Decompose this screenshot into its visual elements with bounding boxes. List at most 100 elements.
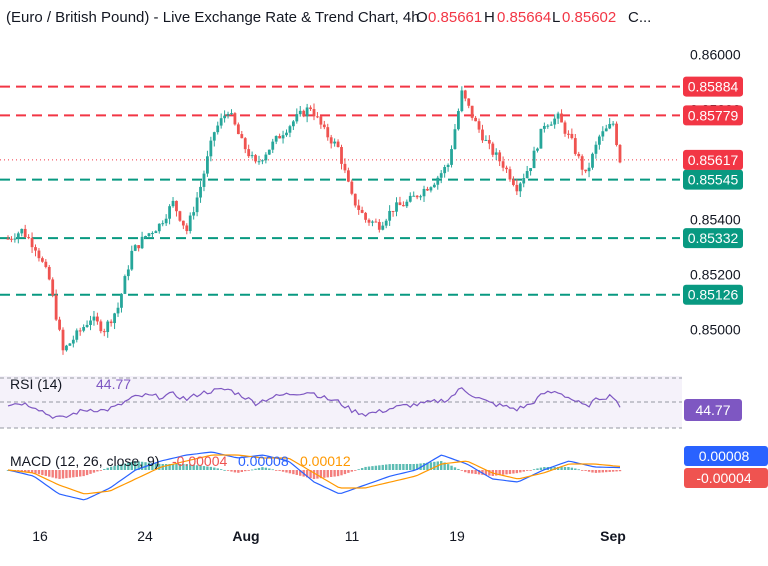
candle-body [161, 223, 165, 225]
macd-histogram-bar [570, 467, 574, 470]
rsi-inline-value: 44.77 [96, 376, 131, 392]
candle-body [30, 238, 34, 248]
candle-body [532, 150, 536, 169]
price-tick-label: 0.86000 [690, 47, 741, 63]
macd-histogram-bar [618, 470, 622, 472]
candle-body [27, 237, 31, 239]
candle-body [216, 125, 220, 133]
support-tag-text: 0.85545 [688, 172, 739, 188]
candle-body [474, 117, 477, 122]
candle-body [353, 193, 357, 206]
macd-histogram-bar [522, 470, 525, 472]
macd-histogram-bar [233, 470, 237, 473]
open-label: O [416, 9, 428, 26]
candle-body [78, 330, 82, 332]
candle-body [563, 122, 567, 134]
candle-body [560, 113, 563, 123]
candle-body [522, 178, 526, 184]
last-price-tag-text: 0.85617 [688, 152, 739, 168]
candle-body [271, 141, 275, 150]
macd-histogram-bar [591, 470, 594, 473]
candle-body [267, 149, 271, 155]
candle-body [233, 113, 237, 125]
support-tag [683, 169, 743, 190]
candle-body [377, 222, 381, 230]
macd-histogram-bar [309, 470, 312, 479]
macd-histogram-bar [405, 464, 409, 470]
macd-histogram-bar [89, 470, 92, 474]
macd-title: MACD [10, 453, 51, 469]
candle-body [346, 170, 350, 182]
support-tag [683, 284, 743, 305]
candle-body [508, 169, 512, 180]
macd-histogram-bar [99, 470, 103, 471]
macd-histogram-bar [367, 466, 371, 470]
macd-histogram-bar [72, 470, 75, 478]
candle-body [388, 210, 392, 221]
hist-value-tag-text: -0.00004 [696, 470, 751, 486]
candle-body [371, 221, 374, 223]
candle-body [381, 225, 385, 230]
candle-body [446, 164, 450, 168]
candle-body [398, 202, 402, 206]
candle-body [573, 138, 577, 154]
candle-body [518, 183, 522, 192]
macd-value-tag [684, 446, 768, 466]
candle-body [329, 137, 333, 144]
macd-histogram-bar [209, 466, 213, 470]
candle-body [494, 152, 498, 155]
price-tick-label: 0.85400 [690, 211, 741, 227]
candle-body [340, 147, 343, 164]
macd-histogram-bar [154, 463, 158, 470]
candle-body [13, 238, 17, 240]
macd-histogram-bar [340, 470, 343, 476]
macd-histogram-bar [48, 470, 51, 477]
macd-histogram-bar [168, 464, 171, 470]
candle-body [546, 125, 550, 127]
macd-histogram-bar [584, 470, 587, 471]
candle-body [343, 163, 347, 171]
macd-histogram-bar [385, 464, 388, 470]
candle-body [457, 111, 460, 130]
macd-histogram-bar [178, 464, 182, 470]
macd-histogram-bar [450, 465, 453, 470]
candle-body [333, 141, 337, 144]
candle-body [243, 138, 247, 150]
candle-body [401, 205, 405, 207]
macd-histogram-bar [206, 466, 209, 470]
candle-body [491, 143, 495, 155]
candle-body [144, 236, 147, 238]
candle-body [137, 245, 141, 249]
macd-histogram-bar [213, 467, 216, 470]
macd-histogram-bar [189, 464, 192, 470]
candle-body [71, 339, 75, 344]
candle-body [92, 316, 96, 321]
macd-histogram-bar [226, 470, 230, 471]
candle-body [285, 132, 288, 136]
candle-body [498, 152, 502, 162]
candle-body [470, 105, 474, 118]
candle-body [126, 269, 130, 277]
candle-body [254, 155, 257, 162]
macd-histogram-bar [140, 461, 144, 470]
macd-histogram-bar [20, 470, 23, 472]
macd-label: MACD (12, 26, close, 9) [10, 453, 159, 469]
macd-histogram-bar [560, 467, 563, 470]
candle-body [512, 179, 515, 185]
macd-histogram-bar [92, 470, 96, 473]
macd-histogram-bar [525, 470, 529, 471]
candle-body [364, 212, 367, 220]
macd-histogram-bar [195, 465, 199, 470]
candle-body [157, 223, 161, 232]
candle-body [10, 238, 13, 240]
candle-body [89, 320, 92, 325]
macd-histogram-bar [378, 465, 381, 470]
candle-body [226, 113, 230, 116]
candle-body [75, 330, 79, 340]
candle-body [206, 156, 209, 174]
time-tick-label: 11 [345, 528, 360, 544]
macd-histogram-bar [285, 470, 288, 473]
candle-body [374, 221, 378, 223]
rsi-value-tag-text: 44.77 [695, 402, 730, 418]
macd-histogram-bar [134, 461, 137, 470]
